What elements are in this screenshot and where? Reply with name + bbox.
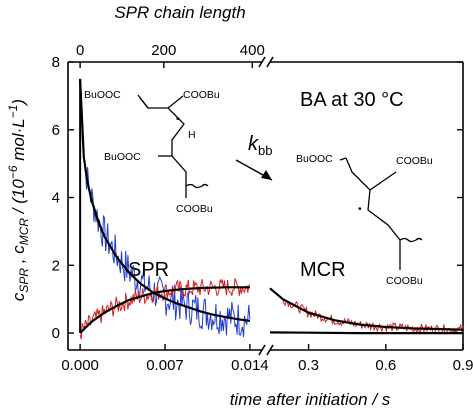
spr-label: SPR [128,259,169,281]
spr-bond-ester1 [139,97,149,109]
series-spr-fit-line [79,78,251,322]
mcr-radical-dot: • [358,203,362,215]
spr-group-4: COOBu [176,203,213,215]
y-title-sep: , [9,254,28,268]
y-title-sub1: SPR [17,268,31,293]
mcr-label: MCR [300,259,346,281]
mcr-group-2: COOBu [396,155,433,167]
axis-break-top-a [258,56,266,68]
y-title-c2: c [9,245,28,254]
x-tick-label: 0.007 [146,357,184,374]
mcr-bond-ester1 [339,157,347,161]
mcr-backbone [345,157,401,256]
axes: 0 2 4 6 8 0.000 0.007 0.014 0.3 0.6 0.9 0 200 400 [52,42,473,374]
reaction-arrow-head [261,170,272,180]
y-title-c1: c [9,292,28,301]
y-tick-label: 0 [52,325,60,342]
y-title-exp2: −1 [6,105,20,119]
axis-break-bottom-a [258,344,266,356]
y-tick-label: 6 [52,122,60,139]
spr-wavy-end [185,183,209,189]
spr-bond-ester2 [167,95,184,109]
spr-radical-dot: • [176,113,180,125]
x-tick-label: 0.000 [61,357,99,374]
series-layer [79,78,464,340]
y-title-sub2: MCR [17,218,31,246]
axis-break-bottom-b [266,344,274,356]
y-tick-label: 2 [52,257,60,274]
x-tick-label: 0.014 [231,357,269,374]
rate-sub: bb [258,143,272,158]
series-mcr-fit-line [269,287,464,331]
spr-backbone [137,94,187,186]
top-tick-label: 200 [151,42,176,59]
x-axis-title: time after initiation / s [230,390,391,409]
y-title-units-mid: mol·L [9,118,28,165]
rate-constant-label: kbb [248,133,272,158]
top-tick-label: 400 [240,42,265,59]
top-tick-label: 0 [76,42,84,59]
x-tick-label: 0.3 [298,357,319,374]
rate-k: k [248,133,259,155]
spr-group-1: BuOOC [84,89,121,101]
mcr-structure [339,157,423,270]
mcr-wavy-end [399,237,423,243]
condition-label: BA at 30 °C [300,89,404,111]
spr-group-3: BuOOC [104,151,141,163]
top-axis-title: SPR chain length [114,3,245,22]
mcr-group-1: BuOOC [296,153,333,165]
series-mcr-fit-line [79,286,250,334]
x-tick-label: 0.6 [375,357,396,374]
spr-hydrogen: H [188,129,196,141]
mcr-group-3: COOBu [386,275,423,287]
mcr-bond-ester2 [369,171,397,191]
spr-group-2: COOBu [183,89,220,101]
x-tick-label: 0.9 [453,357,473,374]
y-title-units-pre: / (10 [9,179,28,218]
y-title-exp1: −6 [6,165,20,179]
axis-break-top-b [266,56,274,68]
y-title-units-post: ) [9,99,28,107]
series-spr-fit-line [269,331,463,335]
spr-structure [137,94,209,198]
series-mcr-line [79,278,251,340]
y-tick-label: 4 [52,190,60,207]
plot-frame [67,56,464,356]
y-axis-title: cSPR , cMCR / (10−6 mol·L−1) [6,99,31,301]
y-tick-label: 8 [52,54,60,71]
